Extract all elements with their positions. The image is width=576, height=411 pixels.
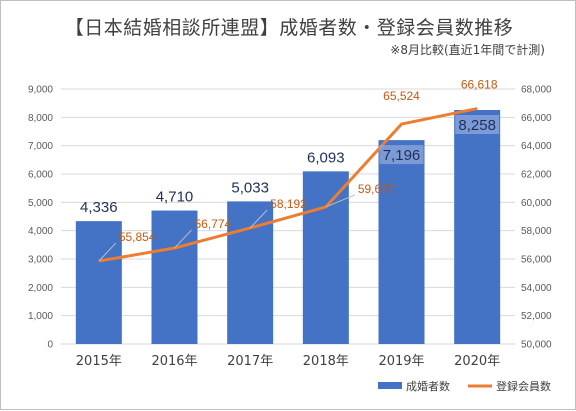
leader-line (174, 229, 192, 249)
line-data-label: 65,524 (383, 89, 420, 103)
left-axis-tick-label: 1,000 (28, 311, 53, 322)
line-path (98, 107, 478, 263)
left-axis-tick-label: 5,000 (28, 198, 53, 209)
chart-subtitle: ※8月比較(直近1年間で計測) (390, 43, 545, 57)
leader-line (249, 209, 268, 229)
bar-data-label: 8,258 (458, 117, 496, 134)
right-axis-ticks: 50,000 52,000 54,000 56,000 58,000 60,000 62,0… (521, 85, 552, 351)
legend: 成婚者数 登録会員数 (378, 379, 551, 393)
bar-data-label: 4,336 (80, 199, 118, 216)
line-data-label: 59,677 (358, 182, 395, 196)
left-axis-tick-label: 9,000 (28, 85, 53, 96)
bar (151, 210, 198, 344)
line-data-label: 56,774 (195, 217, 232, 231)
bar-data-label: 4,710 (156, 189, 194, 206)
right-axis-tick-label: 66,000 (521, 113, 552, 124)
right-axis-tick-label: 68,000 (521, 85, 552, 96)
left-axis-tick-label: 2,000 (28, 283, 53, 294)
gridlines (61, 88, 515, 345)
x-axis-tick-label: 2020年 (454, 354, 500, 369)
legend-label-line: 登録会員数 (496, 379, 551, 393)
bar (378, 140, 425, 344)
left-axis-tick-label: 0 (47, 340, 53, 351)
left-axis-tick-label: 7,000 (28, 141, 53, 152)
bar-label-background (379, 145, 424, 165)
bar (75, 221, 122, 344)
line-data-label: 66,618 (461, 78, 498, 92)
bar (302, 171, 349, 344)
left-axis-tick-label: 3,000 (28, 255, 53, 266)
line-data-label: 58,192 (270, 197, 307, 211)
left-axis-ticks: 0 1,000 2,000 3,000 4,000 5,000 6,000 7,000 8,00… (28, 85, 53, 351)
x-axis-tick-label: 2015年 (76, 354, 122, 369)
bar-series (75, 110, 501, 344)
bar-data-label: 5,033 (231, 179, 269, 196)
legend-label-bar: 成婚者数 (406, 379, 450, 393)
left-axis-tick-label: 4,000 (28, 226, 53, 237)
legend-swatch-bar (378, 382, 402, 389)
bar-label-background (455, 115, 500, 135)
right-axis-tick-label: 50,000 (521, 340, 552, 351)
leader-line (98, 242, 117, 262)
x-axis-tick-label: 2019年 (378, 354, 424, 369)
bar (454, 110, 501, 344)
bar-data-label: 6,093 (307, 149, 345, 166)
right-axis-tick-label: 54,000 (521, 283, 552, 294)
right-axis-tick-label: 56,000 (521, 255, 552, 266)
line-series (98, 107, 478, 263)
right-axis-tick-label: 62,000 (521, 170, 552, 181)
chart-title: 【日本結婚相談所連盟】成婚者数・登録会員数推移 (64, 17, 514, 39)
left-axis-tick-label: 8,000 (28, 113, 53, 124)
bar-data-label: 7,196 (383, 147, 421, 164)
x-axis-ticks: 2015年 2016年 2017年 2018年 2019年 2020年 (76, 354, 500, 369)
leader-line (325, 194, 356, 208)
x-axis-tick-label: 2017年 (227, 354, 273, 369)
x-axis-tick-label: 2016年 (151, 354, 197, 369)
bar-data-labels: 4,336 4,710 5,033 6,093 7,196 8,258 (80, 115, 500, 216)
line-data-labels: 55,854 56,774 58,192 59,677 65,524 66,618 (98, 78, 498, 262)
x-axis-tick-label: 2018年 (303, 354, 349, 369)
right-axis-tick-label: 58,000 (521, 226, 552, 237)
left-axis-tick-label: 6,000 (28, 170, 53, 181)
right-axis-tick-label: 64,000 (521, 141, 552, 152)
right-axis-tick-label: 60,000 (521, 198, 552, 209)
right-axis-tick-label: 52,000 (521, 311, 552, 322)
line-data-label: 55,854 (119, 230, 156, 244)
